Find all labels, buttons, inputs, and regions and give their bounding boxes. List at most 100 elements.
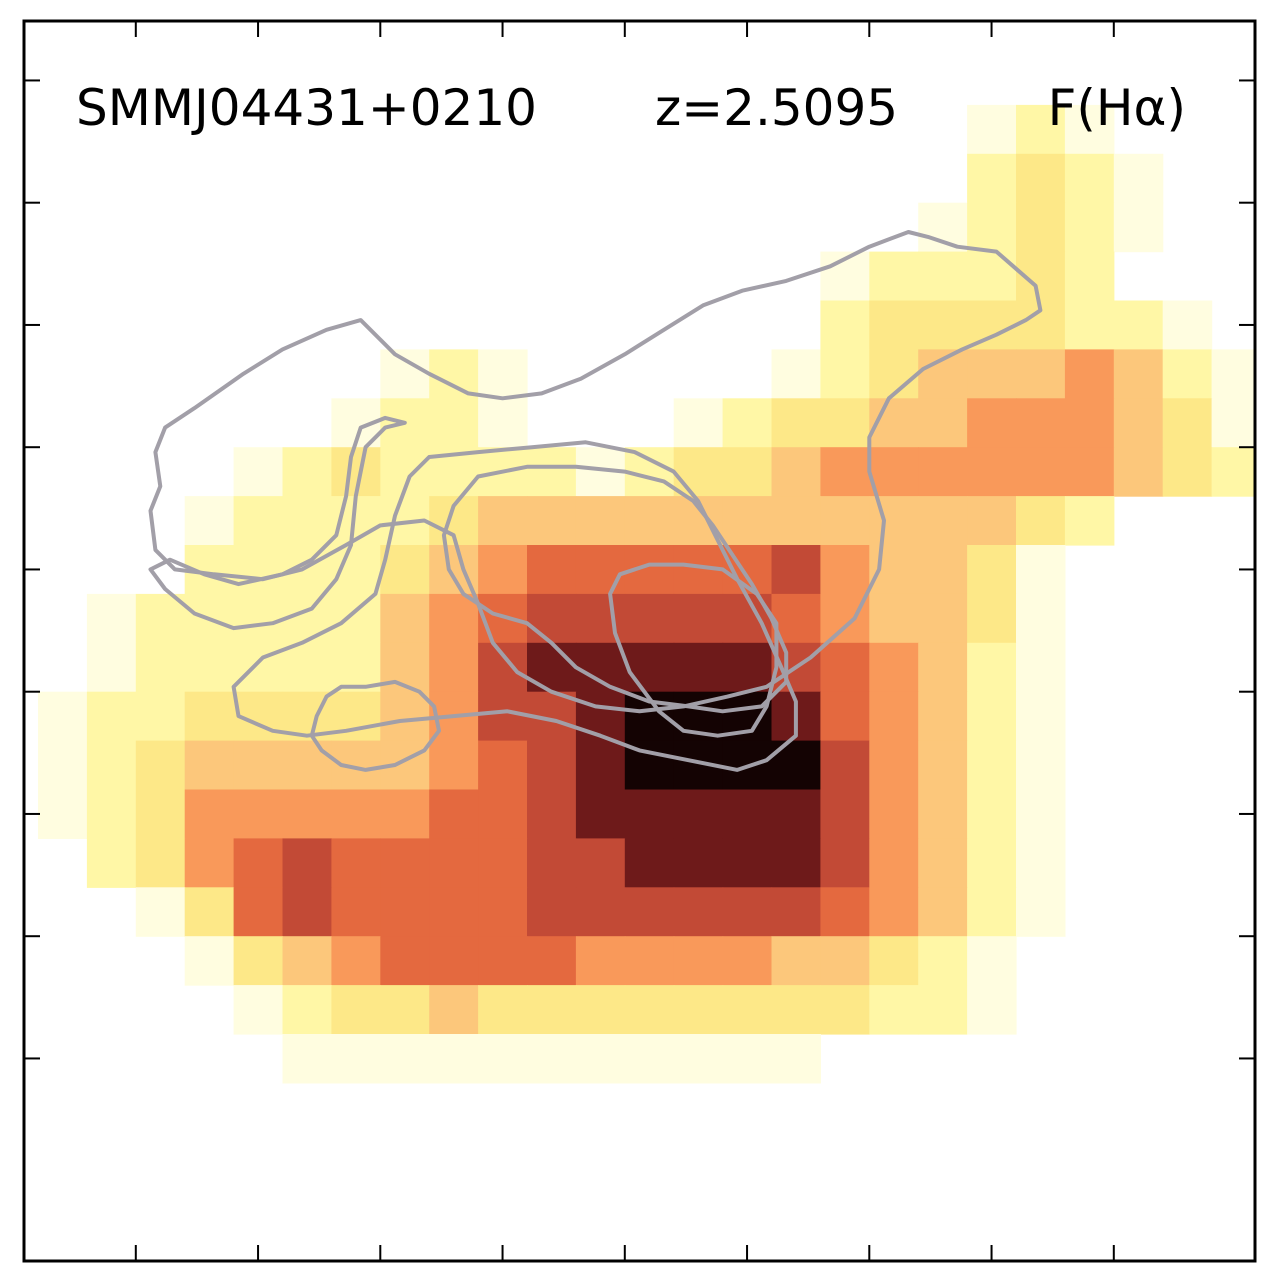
annotation-labels: SMMJ04431+0210 z=2.5095 F(Hα) [76, 79, 1186, 137]
heatmap-pixel [429, 838, 479, 888]
heatmap-pixel [1064, 349, 1115, 399]
heatmap-pixel [429, 789, 479, 839]
flux-quantity-label: F(Hα) [1048, 79, 1186, 137]
heatmap-pixel [282, 447, 332, 497]
heatmap-pixel [331, 1034, 381, 1084]
heatmap-pixel [820, 642, 870, 693]
heatmap-pixel [135, 691, 186, 742]
heatmap-pixel [869, 447, 919, 497]
heatmap-pixel [967, 985, 1017, 1035]
heatmap-pixel [478, 642, 528, 693]
axis-ticks [24, 21, 1255, 1261]
heatmap-pixel [624, 936, 675, 986]
heatmap-pixel [233, 447, 284, 497]
heatmap-pixel [527, 642, 577, 693]
heatmap-pixel [184, 691, 235, 742]
heatmap-pixel [1016, 104, 1066, 155]
heatmap-pixel [967, 104, 1017, 155]
heatmap-pixel [282, 1034, 332, 1084]
heatmap-pixel [820, 887, 870, 937]
heatmap-pixel [1016, 349, 1066, 399]
heatmap-pixel [429, 593, 479, 644]
heatmap-pixel [1162, 398, 1213, 448]
contour-level-5 [309, 679, 441, 772]
heatmap-pixel [1064, 496, 1115, 546]
heatmap-pixel [1113, 202, 1164, 253]
heatmap-pixel [380, 691, 430, 742]
heatmap-pixel [869, 691, 919, 742]
heatmap-pixel [869, 496, 919, 546]
heatmap-pixel [869, 300, 919, 350]
contour-level-6 [608, 562, 779, 738]
heatmap-pixel [429, 985, 479, 1035]
heatmap-pixel [429, 887, 479, 937]
heatmap-pixel [575, 545, 626, 595]
heatmap-pixel [967, 936, 1017, 986]
heatmap-pixel [624, 593, 675, 644]
heatmap-pixel [771, 985, 821, 1035]
heatmap-pixel [820, 496, 870, 546]
heatmap-pixel [429, 642, 479, 693]
heatmap-pixel [967, 398, 1017, 448]
heatmap-pixel [575, 985, 626, 1035]
heatmap-pixel [184, 740, 235, 791]
heatmap-pixel [478, 838, 528, 888]
heatmap-pixel [478, 691, 528, 742]
heatmap-pixel [967, 496, 1017, 546]
heatmap-pixel [918, 936, 968, 986]
heatmap-pixel [478, 887, 528, 937]
heatmap-pixel [1016, 691, 1066, 742]
heatmap-pixel [820, 838, 870, 888]
heatmap-pixel [478, 593, 528, 644]
heatmap-pixel [527, 545, 577, 595]
heatmap-pixel [1064, 251, 1115, 302]
heatmap-pixel [184, 496, 235, 546]
heatmap-pixel [331, 887, 381, 937]
contour-level-2 [148, 415, 407, 631]
heatmap-pixel [135, 642, 186, 693]
heatmap-pixel [869, 251, 919, 302]
heatmap-pixel [1064, 104, 1115, 155]
heatmap-pixel [86, 838, 137, 888]
heatmap-pixel [1064, 153, 1115, 204]
heatmap-pixel [478, 496, 528, 546]
heatmap-pixel [967, 447, 1017, 497]
heatmap-pixel [869, 985, 919, 1035]
heatmap-pixel [1211, 447, 1255, 497]
heatmap-pixel [1016, 202, 1066, 253]
contour-level-4 [441, 464, 789, 714]
heatmap-pixel [478, 545, 528, 595]
heatmap-pixel [967, 251, 1017, 302]
heatmap-pixel [1064, 300, 1115, 350]
heatmap-pixel [820, 789, 870, 839]
heatmap-pixel [527, 887, 577, 937]
heatmap-pixel [967, 593, 1017, 644]
heatmap-pixel [380, 887, 430, 937]
heatmap-pixel [722, 447, 773, 497]
heatmap-pixel [575, 838, 626, 888]
heatmap-pixel [918, 202, 968, 253]
heatmap-pixel [429, 1034, 479, 1084]
heatmap-pixel [38, 691, 88, 742]
heatmap-pixel [233, 740, 284, 791]
heatmap-pixel [1016, 496, 1066, 546]
heatmap-pixel [869, 887, 919, 937]
heatmap-pixel [1113, 300, 1164, 350]
heatmap-pixel [135, 593, 186, 644]
heatmap-pixel [771, 349, 821, 399]
heatmap-pixel [722, 496, 773, 546]
heatmap-pixel [869, 593, 919, 644]
heatmap-pixel [1211, 398, 1255, 448]
heatmap-pixel [771, 398, 821, 448]
heatmap-pixel [527, 1034, 577, 1084]
heatmap-pixel [1113, 349, 1164, 399]
heatmap-pixel [1016, 593, 1066, 644]
heatmap-pixel [233, 936, 284, 986]
heatmap-pixel [1211, 349, 1255, 399]
heatmap-pixel [918, 789, 968, 839]
heatmap-pixel [967, 789, 1017, 839]
heatmap-pixel [771, 789, 821, 839]
heatmap-pixel [575, 642, 626, 693]
heatmap-pixel [282, 642, 332, 693]
object-name-label: SMMJ04431+0210 [76, 79, 537, 137]
